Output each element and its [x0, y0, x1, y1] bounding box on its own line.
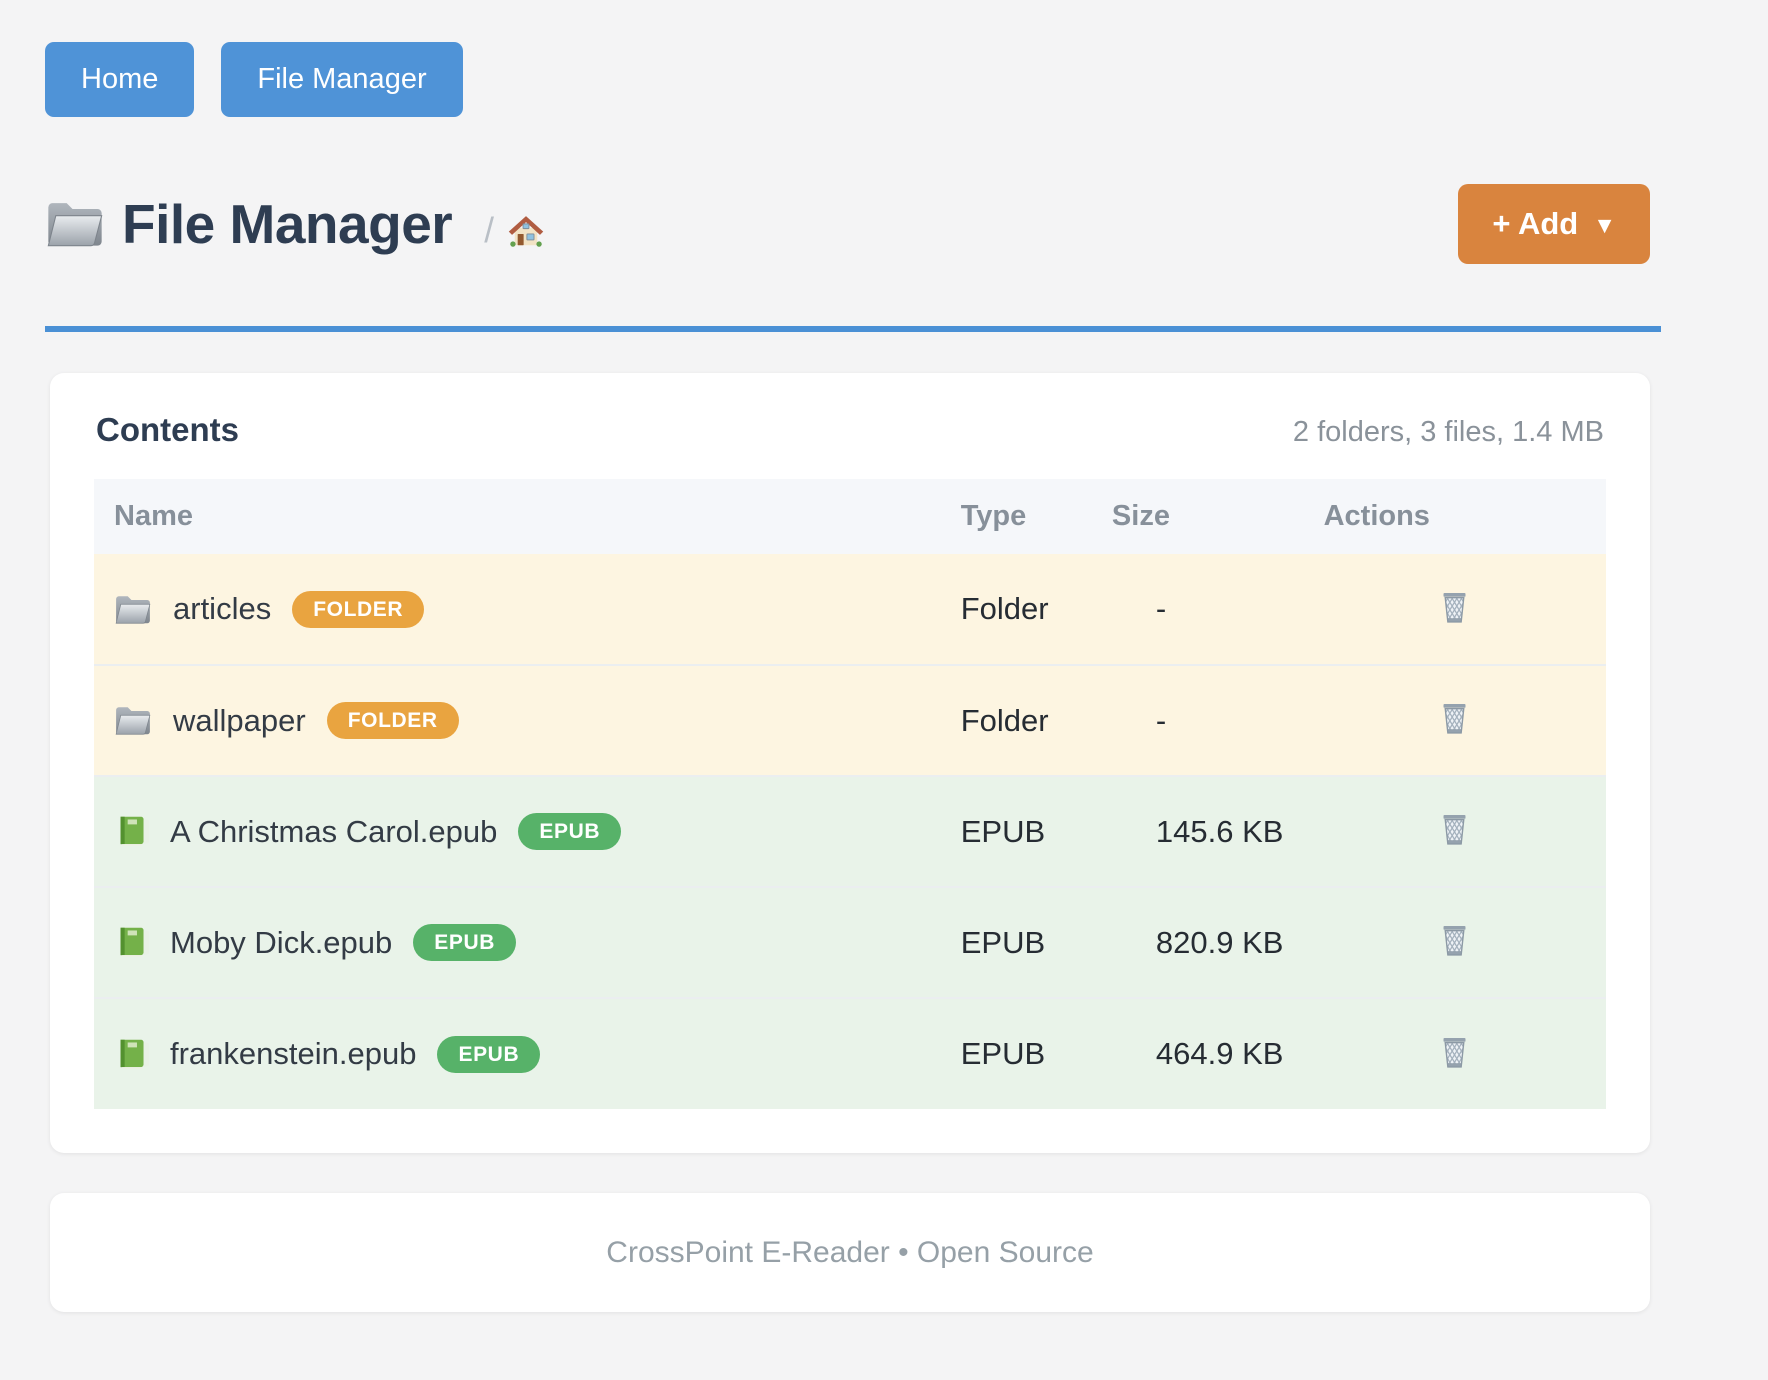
nav-button-home[interactable]: Home [45, 42, 195, 117]
column-header-type: Type [940, 479, 1092, 554]
table-row-frankenstein[interactable]: frankenstein.epub EPUB EPUB 464.9 KB [94, 997, 1606, 1109]
delete-button[interactable] [1432, 585, 1477, 630]
file-size: 820.9 KB [1091, 886, 1304, 998]
file-type-badge: EPUB [518, 813, 622, 850]
folder-icon [45, 199, 105, 249]
contents-summary: 2 folders, 3 files, 1.4 MB [1292, 416, 1604, 448]
trash-icon [1436, 811, 1473, 848]
column-header-size: Size [1091, 479, 1304, 554]
footer-text: CrossPoint E-Reader • Open Source [606, 1235, 1094, 1269]
file-table: Name Type Size Actions articles FOLDER [94, 479, 1606, 1109]
folder-icon [114, 593, 152, 626]
folder-icon [114, 704, 152, 737]
file-type: EPUB [940, 997, 1092, 1109]
page-title: File Manager [122, 193, 453, 255]
file-name: articles [173, 591, 272, 626]
add-button-label: + Add [1492, 206, 1579, 241]
breadcrumb-home-link[interactable] [507, 212, 545, 250]
column-header-actions: Actions [1303, 479, 1606, 554]
home-icon [507, 212, 545, 250]
nav-button-file-manager[interactable]: File Manager [221, 42, 463, 117]
trash-icon [1436, 589, 1473, 626]
delete-button[interactable] [1432, 1030, 1477, 1075]
file-size: - [1091, 664, 1304, 776]
add-button[interactable]: + Add ▼ [1458, 184, 1650, 264]
file-size: 145.6 KB [1091, 775, 1304, 887]
contents-card: Contents 2 folders, 3 files, 1.4 MB Name… [50, 373, 1650, 1153]
file-name: Moby Dick.epub [170, 924, 393, 960]
table-row-articles[interactable]: articles FOLDER Folder - [94, 554, 1606, 665]
table-row-christmas-carol[interactable]: A Christmas Carol.epub EPUB EPUB 145.6 K… [94, 775, 1606, 887]
file-type-badge: EPUB [437, 1035, 541, 1073]
delete-button[interactable] [1432, 918, 1477, 963]
file-type-badge: FOLDER [292, 590, 425, 628]
file-size: - [1091, 554, 1304, 665]
top-nav: Home File Manager [45, 42, 463, 117]
table-header-row: Name Type Size Actions [94, 479, 1606, 554]
column-header-name: Name [94, 479, 941, 554]
book-icon [114, 814, 149, 849]
title-group: File Manager / [45, 192, 545, 256]
trash-icon [1436, 700, 1473, 737]
file-type: EPUB [940, 886, 1092, 998]
file-type-badge: FOLDER [326, 702, 459, 739]
contents-title: Contents [96, 411, 239, 448]
caret-down-icon: ▼ [1593, 211, 1616, 238]
trash-icon [1436, 1034, 1473, 1071]
file-name: A Christmas Carol.epub [170, 813, 498, 849]
table-row-moby-dick[interactable]: Moby Dick.epub EPUB EPUB 820.9 KB [94, 886, 1606, 998]
book-icon [114, 925, 149, 960]
trash-icon [1436, 922, 1473, 959]
breadcrumb-separator: / [484, 211, 494, 250]
file-type-badge: EPUB [413, 924, 517, 961]
table-row-wallpaper[interactable]: wallpaper FOLDER Folder - [94, 664, 1606, 776]
delete-button[interactable] [1432, 807, 1477, 852]
file-type: Folder [940, 554, 1092, 665]
title-divider [45, 326, 1661, 332]
delete-button[interactable] [1432, 696, 1477, 741]
file-type: Folder [940, 664, 1092, 776]
breadcrumb: / [484, 211, 545, 251]
file-name: wallpaper [173, 702, 306, 738]
file-name: frankenstein.epub [170, 1036, 417, 1071]
page-header: File Manager / + Add ▼ [45, 184, 1650, 264]
file-size: 464.9 KB [1091, 997, 1304, 1109]
contents-card-header: Contents 2 folders, 3 files, 1.4 MB [94, 411, 1606, 449]
file-type: EPUB [940, 775, 1092, 887]
book-icon [114, 1037, 149, 1072]
footer: CrossPoint E-Reader • Open Source [50, 1193, 1650, 1312]
